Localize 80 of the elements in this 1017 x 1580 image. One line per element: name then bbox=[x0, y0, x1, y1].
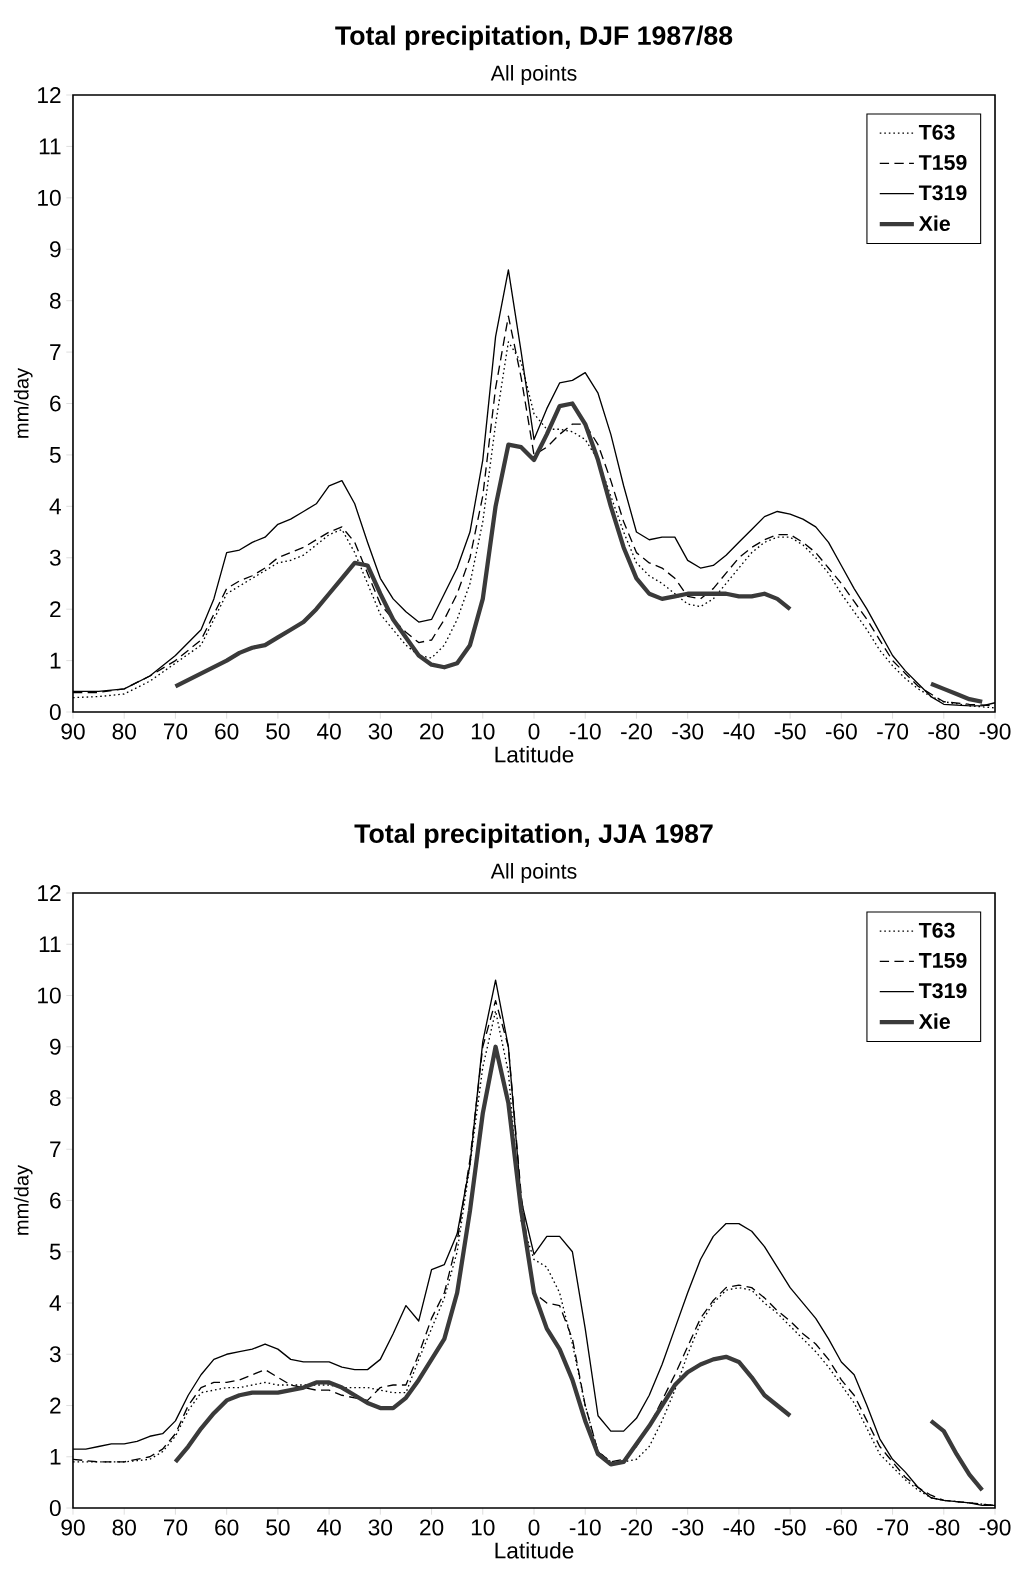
y-tick-label: 0 bbox=[49, 703, 61, 721]
x-tick-label: 0 bbox=[528, 1519, 540, 1536]
chart-title: Total precipitation, DJF 1987/88 bbox=[335, 25, 733, 51]
legend-label: T63 bbox=[918, 922, 955, 938]
y-tick-label: 10 bbox=[38, 987, 61, 1004]
x-tick-label: -40 bbox=[723, 723, 755, 740]
x-tick-label: -10 bbox=[569, 723, 601, 740]
y-tick-label: 9 bbox=[50, 241, 61, 258]
x-tick-label: 10 bbox=[471, 723, 495, 740]
y-tick-label: 9 bbox=[50, 1038, 61, 1055]
x-tick-label: -50 bbox=[774, 723, 806, 740]
y-tick-label: 4 bbox=[49, 1295, 61, 1311]
y-tick-label: 1 bbox=[50, 1448, 61, 1465]
x-axis-title: Latitude bbox=[495, 1541, 574, 1559]
y-tick-label: 1 bbox=[50, 652, 61, 669]
legend-label: Xie bbox=[918, 1013, 950, 1030]
x-tick-label: 60 bbox=[215, 723, 239, 740]
y-tick-label: 3 bbox=[49, 1346, 61, 1363]
y-tick-label: 7 bbox=[50, 1141, 61, 1158]
x-tick-label: 90 bbox=[61, 1519, 85, 1536]
y-tick-label: 5 bbox=[49, 1243, 61, 1260]
x-tick-label: 80 bbox=[112, 723, 136, 740]
y-tick-label: 7 bbox=[50, 344, 61, 360]
x-tick-label: 40 bbox=[317, 723, 341, 740]
x-tick-label: 70 bbox=[164, 723, 188, 740]
legend-label: T63 bbox=[918, 124, 955, 140]
y-tick-label: 6 bbox=[50, 1192, 61, 1209]
chart-subtitle: All points bbox=[490, 65, 577, 85]
y-tick-label: 12 bbox=[38, 87, 61, 103]
x-tick-label: 0 bbox=[528, 723, 540, 740]
chart-subtitle: All points bbox=[490, 863, 577, 883]
x-tick-label: 10 bbox=[471, 1519, 495, 1536]
x-tick-label: -70 bbox=[877, 723, 909, 740]
y-axis-title: mm/day bbox=[13, 367, 33, 438]
x-tick-label: 30 bbox=[368, 1519, 393, 1536]
x-tick-label: -70 bbox=[877, 1519, 909, 1536]
x-tick-label: 80 bbox=[112, 1519, 136, 1536]
x-tick-label: -80 bbox=[928, 723, 960, 740]
x-tick-label: 20 bbox=[420, 723, 444, 740]
x-tick-label: -90 bbox=[979, 723, 1011, 740]
x-tick-label: 90 bbox=[61, 723, 85, 740]
x-tick-label: -20 bbox=[621, 723, 652, 740]
y-tick-label: 11 bbox=[39, 936, 61, 953]
y-tick-label: 10 bbox=[38, 189, 61, 206]
x-axis-title: Latitude bbox=[495, 745, 574, 763]
chart-title: Total precipitation, JJA 1987 bbox=[354, 823, 713, 849]
y-tick-label: 6 bbox=[50, 395, 61, 412]
y-tick-label: 5 bbox=[49, 447, 61, 463]
y-tick-label: 0 bbox=[49, 1499, 61, 1517]
x-tick-label: -20 bbox=[621, 1519, 652, 1536]
x-tick-label: -80 bbox=[928, 1519, 960, 1536]
x-tick-label: 20 bbox=[420, 1519, 444, 1536]
x-tick-label: 60 bbox=[215, 1519, 239, 1536]
x-tick-label: 70 bbox=[164, 1519, 188, 1536]
y-tick-label: 4 bbox=[49, 498, 61, 515]
y-tick-label: 2 bbox=[50, 601, 61, 618]
y-tick-label: 8 bbox=[49, 1089, 61, 1107]
x-tick-label: 40 bbox=[317, 1519, 341, 1536]
x-tick-label: -50 bbox=[774, 1519, 806, 1536]
y-tick-label: 2 bbox=[50, 1397, 61, 1414]
y-tick-label: 3 bbox=[49, 549, 61, 566]
x-tick-label: -60 bbox=[825, 1519, 857, 1536]
legend-label: Xie bbox=[918, 215, 950, 232]
x-tick-label: -60 bbox=[825, 723, 857, 740]
legend-label: T159 bbox=[918, 154, 967, 171]
x-tick-label: -40 bbox=[723, 1519, 755, 1536]
y-tick-label: 11 bbox=[39, 138, 61, 155]
legend-label: T319 bbox=[918, 983, 967, 999]
x-tick-label: -10 bbox=[569, 1519, 601, 1536]
x-tick-label: 30 bbox=[368, 723, 393, 740]
y-tick-label: 12 bbox=[38, 885, 61, 901]
legend-label: T319 bbox=[918, 185, 967, 201]
x-tick-label: 50 bbox=[266, 723, 290, 740]
x-tick-label: 50 bbox=[266, 1519, 290, 1536]
legend-label: T159 bbox=[918, 952, 967, 968]
y-tick-label: 8 bbox=[49, 292, 61, 309]
x-tick-label: -90 bbox=[979, 1519, 1011, 1536]
x-tick-label: -30 bbox=[672, 723, 704, 740]
y-axis-title: mm/day bbox=[13, 1165, 33, 1235]
x-tick-label: -30 bbox=[672, 1519, 704, 1536]
